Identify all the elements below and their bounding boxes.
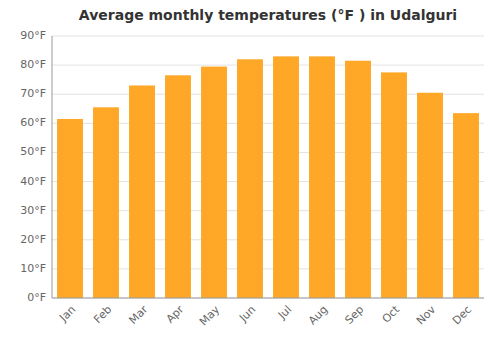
x-tick-label: Oct	[380, 303, 403, 326]
bar	[129, 85, 155, 298]
x-tick-label: Jan	[56, 303, 78, 325]
bars	[57, 56, 479, 298]
grid-line	[52, 36, 484, 37]
bar	[309, 56, 335, 298]
x-tick-label: Aug	[306, 303, 330, 327]
y-tick-label: 50°F	[20, 145, 46, 158]
x-tick-labels: Jan Feb Mar Apr May Jun Jul Aug Sep Oct Nov Dec	[56, 303, 474, 329]
y-tick-labels: 0°F 10°F 20°F 30°F 40°F 50°F 60°F 70°F 80°F 90°F	[20, 29, 46, 304]
chart-container: Average monthly temperatures (°F ) in Ud…	[0, 0, 500, 350]
x-tick-label: Apr	[164, 303, 187, 326]
y-tick-label: 60°F	[20, 116, 46, 129]
bar	[417, 93, 443, 298]
grid-line	[52, 65, 484, 66]
bar	[201, 67, 227, 298]
title: Average monthly temperatures (°F ) in Ud…	[79, 7, 457, 23]
bar	[237, 59, 263, 298]
x-tick-label: Nov	[414, 303, 439, 328]
y-axis	[52, 36, 53, 298]
bar	[57, 119, 83, 298]
bar	[273, 56, 299, 298]
bar	[381, 72, 407, 298]
x-tick-label: Sep	[342, 303, 366, 327]
y-tick-label: 70°F	[20, 87, 46, 100]
y-tick-label: 20°F	[20, 233, 46, 246]
y-tick-label: 90°F	[20, 29, 46, 42]
y-tick-label: 0°F	[27, 291, 46, 304]
x-axis	[52, 298, 484, 299]
x-tick-label: Jul	[275, 303, 294, 322]
y-tick-label: 40°F	[20, 175, 46, 188]
page: {"chart_data": {"type": "bar", "title": …	[0, 0, 500, 350]
y-tick-label: 10°F	[20, 262, 46, 275]
grid	[52, 36, 484, 298]
chart: Average monthly temperatures (°F ) in Ud…	[0, 0, 500, 350]
bar	[165, 75, 191, 298]
bar	[345, 61, 371, 298]
y-tick-label: 30°F	[20, 204, 46, 217]
x-tick-label: Dec	[450, 303, 474, 327]
x-tick-label: Jun	[236, 303, 258, 325]
x-tick-label: Feb	[91, 303, 114, 326]
x-tick-label: Mar	[126, 303, 150, 327]
bar	[453, 113, 479, 298]
grid-line	[52, 298, 484, 299]
bar	[93, 107, 119, 298]
x-tick-label: May	[197, 303, 223, 329]
y-tick-label: 80°F	[20, 58, 46, 71]
